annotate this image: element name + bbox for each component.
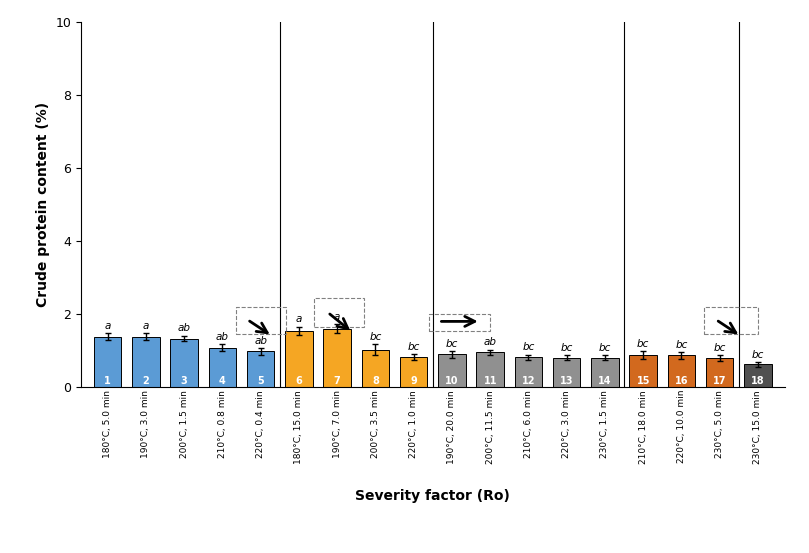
Text: bc: bc — [637, 339, 650, 349]
Text: 6: 6 — [295, 376, 303, 386]
Text: bc: bc — [676, 340, 688, 350]
Bar — [285, 331, 313, 387]
Bar — [706, 358, 734, 387]
Text: ab: ab — [178, 324, 191, 333]
Text: bc: bc — [599, 343, 611, 353]
Bar — [132, 337, 159, 387]
Text: 13: 13 — [560, 376, 574, 386]
Text: 10: 10 — [445, 376, 459, 386]
Text: ab: ab — [484, 337, 497, 347]
Text: 18: 18 — [751, 376, 765, 386]
Text: 17: 17 — [713, 376, 726, 386]
Text: bc: bc — [446, 339, 458, 349]
Text: bc: bc — [408, 342, 420, 352]
Bar — [591, 358, 619, 387]
Text: a: a — [104, 321, 111, 331]
Y-axis label: Crude protein content (%): Crude protein content (%) — [36, 102, 49, 307]
Bar — [515, 357, 542, 387]
Text: 7: 7 — [334, 376, 341, 386]
Bar — [629, 355, 657, 387]
Bar — [314, 298, 364, 327]
Text: bc: bc — [523, 342, 535, 352]
Bar — [324, 328, 351, 387]
Bar — [553, 358, 581, 387]
Text: bc: bc — [561, 343, 573, 353]
Text: 12: 12 — [522, 376, 536, 386]
Bar — [400, 357, 427, 387]
Text: 16: 16 — [675, 376, 688, 386]
Bar — [209, 348, 236, 387]
Text: 8: 8 — [372, 376, 379, 386]
Text: a: a — [334, 312, 341, 322]
Bar — [247, 351, 274, 387]
Text: bc: bc — [369, 332, 382, 342]
Text: 15: 15 — [637, 376, 650, 386]
Text: ab: ab — [254, 336, 267, 346]
Bar — [477, 352, 504, 387]
Text: 2: 2 — [142, 376, 150, 386]
Text: 4: 4 — [219, 376, 226, 386]
Bar — [438, 354, 466, 387]
Bar — [429, 314, 490, 331]
Text: 3: 3 — [180, 376, 188, 386]
Bar — [171, 338, 198, 387]
Text: 11: 11 — [484, 376, 497, 386]
Bar — [362, 349, 389, 387]
Text: a: a — [142, 321, 149, 331]
Bar — [705, 307, 758, 334]
Text: 1: 1 — [104, 376, 111, 386]
Text: bc: bc — [714, 343, 726, 353]
Text: 14: 14 — [598, 376, 612, 386]
Text: 9: 9 — [410, 376, 417, 386]
Text: bc: bc — [752, 349, 765, 359]
Bar — [667, 356, 695, 387]
Text: a: a — [296, 314, 302, 324]
Bar — [235, 307, 286, 334]
X-axis label: Severity factor (Ro): Severity factor (Ro) — [355, 489, 510, 503]
Text: ab: ab — [216, 332, 229, 342]
Text: 5: 5 — [257, 376, 264, 386]
Bar — [94, 337, 121, 387]
Bar — [744, 364, 772, 387]
